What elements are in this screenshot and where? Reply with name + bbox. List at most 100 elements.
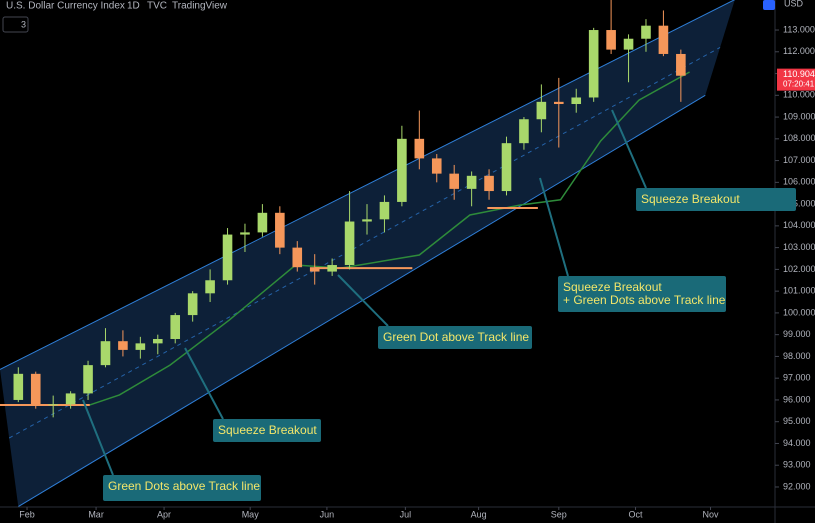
countdown: 07:20:41 bbox=[783, 80, 815, 89]
y-tick-label: 105.000 bbox=[783, 198, 815, 208]
candle-body bbox=[362, 219, 372, 222]
y-tick-label: 99.000 bbox=[783, 329, 811, 339]
candle-body bbox=[13, 373, 24, 400]
candle-body bbox=[240, 232, 250, 235]
candle-body bbox=[414, 138, 425, 159]
channel-lower bbox=[18, 94, 706, 507]
candle-body bbox=[170, 315, 181, 340]
candle-body bbox=[257, 212, 268, 233]
annotation-text: + Green Dots above Track line bbox=[563, 293, 726, 307]
y-tick-label: 96.000 bbox=[783, 394, 811, 404]
candle-body bbox=[466, 175, 477, 189]
moving-average bbox=[89, 71, 690, 406]
annotation-text: Squeeze Breakout bbox=[641, 192, 740, 206]
annotation-box bbox=[103, 475, 261, 501]
x-tick-label: Jun bbox=[320, 509, 335, 519]
candle-body bbox=[431, 158, 442, 174]
y-tick-label: 100.000 bbox=[783, 307, 815, 317]
exchange: TVC bbox=[147, 1, 167, 12]
channel-upper bbox=[0, 0, 736, 370]
y-tick-label: 94.000 bbox=[783, 438, 811, 448]
candle-body bbox=[205, 280, 215, 294]
candle-body bbox=[536, 101, 547, 120]
y-tick-label: 101.000 bbox=[783, 286, 815, 296]
candle-body bbox=[344, 221, 355, 266]
leader bbox=[184, 347, 224, 420]
y-tick-label: 97.000 bbox=[783, 373, 811, 383]
x-tick-label: Apr bbox=[157, 509, 171, 519]
x-tick-label: Nov bbox=[702, 509, 719, 519]
x-tick-label: Mar bbox=[88, 509, 104, 519]
channel-fill bbox=[0, 0, 735, 507]
y-tick-label: 102.000 bbox=[783, 264, 815, 274]
candle-body bbox=[379, 201, 390, 220]
annotation-box bbox=[636, 188, 796, 211]
indicator-count[interactable]: 3 bbox=[21, 19, 26, 29]
annotation-box bbox=[213, 419, 321, 442]
candle-body bbox=[519, 119, 529, 144]
y-tick-label: 104.000 bbox=[783, 220, 815, 230]
y-tick-label: 103.000 bbox=[783, 242, 815, 252]
candle-body bbox=[65, 393, 76, 405]
indicator-toggle[interactable] bbox=[2, 16, 29, 33]
symbol: U.S. Dollar Currency Index bbox=[6, 1, 125, 12]
candle-body bbox=[484, 175, 494, 192]
source: TradingView bbox=[172, 1, 228, 12]
candle-body bbox=[275, 212, 285, 248]
annotation-text: Squeeze Breakout bbox=[218, 423, 317, 437]
plot-area bbox=[0, 0, 736, 507]
candle-body bbox=[222, 234, 233, 281]
last-price: 110.904 bbox=[783, 69, 815, 79]
y-tick-label: 106.000 bbox=[783, 177, 815, 187]
candle-body bbox=[135, 343, 146, 350]
candle-body bbox=[658, 25, 669, 54]
interval: 1D bbox=[127, 1, 140, 12]
annotation-text: Green Dots above Track line bbox=[108, 479, 260, 493]
leader bbox=[539, 177, 569, 277]
candle-body bbox=[588, 30, 599, 98]
leader bbox=[82, 399, 114, 476]
x-tick-label: Jul bbox=[400, 509, 412, 519]
candle-body bbox=[187, 293, 198, 316]
currency[interactable]: USD bbox=[784, 0, 804, 8]
candle-body bbox=[292, 247, 303, 268]
y-tick-label: 98.000 bbox=[783, 351, 811, 361]
y-tick-label: 93.000 bbox=[783, 460, 811, 470]
x-tick-label: Feb bbox=[19, 509, 35, 519]
y-tick-label: 92.000 bbox=[783, 481, 811, 491]
annotation-text: Green Dot above Track line bbox=[383, 330, 529, 344]
annotation-text: Squeeze Breakout bbox=[563, 280, 662, 294]
candle-body bbox=[571, 97, 582, 105]
candle-body bbox=[100, 341, 111, 366]
candle-body bbox=[152, 339, 163, 344]
annotation-box bbox=[378, 326, 532, 349]
settings-icon[interactable] bbox=[763, 0, 775, 10]
x-tick-label: May bbox=[242, 509, 260, 519]
y-tick-label: 107.000 bbox=[783, 155, 815, 165]
y-tick-label: 108.000 bbox=[783, 133, 815, 143]
candle-body bbox=[327, 265, 337, 272]
candle-body bbox=[309, 267, 320, 272]
candle-body bbox=[48, 404, 58, 406]
candle-body bbox=[397, 138, 407, 202]
y-tick-label: 110.000 bbox=[783, 90, 815, 100]
y-tick-label: 109.000 bbox=[783, 111, 815, 121]
y-tick-label: 95.000 bbox=[783, 416, 811, 426]
candle-body bbox=[641, 25, 651, 39]
candle-body bbox=[118, 341, 128, 350]
candle-body bbox=[449, 173, 459, 189]
leader bbox=[337, 274, 389, 327]
candle-body bbox=[554, 101, 564, 105]
candle-body bbox=[623, 38, 634, 50]
x-tick-label: Sep bbox=[551, 509, 567, 519]
x-tick-label: Aug bbox=[471, 509, 487, 519]
candle-body bbox=[501, 143, 512, 192]
candle-body bbox=[30, 373, 41, 405]
x-tick-label: Oct bbox=[629, 509, 644, 519]
candle-body bbox=[606, 30, 616, 50]
annotation-box bbox=[558, 276, 726, 312]
last-price-box bbox=[777, 68, 815, 91]
candle-body bbox=[83, 365, 93, 394]
candle-body bbox=[676, 53, 686, 76]
